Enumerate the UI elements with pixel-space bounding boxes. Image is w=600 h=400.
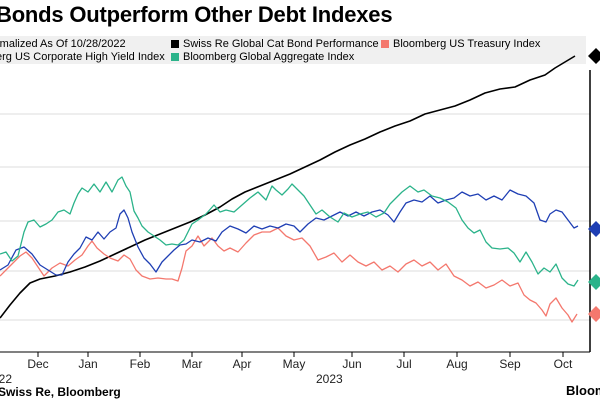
year-label: 2023 [316,372,343,386]
x-ticks: Dec Jan Feb Mar Apr May Jun Jul Aug Sep Oct 022 2023 [0,352,573,386]
legend-label: Bloomberg US Treasury Index [393,38,541,50]
x-tick-label: Jan [78,357,97,371]
legend-label: erg US Corporate High Yield Index [0,51,165,63]
brand-logo: Bloom [566,383,600,398]
x-tick-label: Aug [446,357,467,371]
x-tick-label: Dec [27,357,48,371]
marker-global-agg [588,274,600,290]
legend-label: rmalized As Of 10/28/2022 [0,38,126,50]
series-line [0,176,579,287]
legend-swatch [171,40,179,48]
legend-item-treasury: Bloomberg US Treasury Index [381,38,540,50]
x-tick-label: Apr [233,357,252,371]
series-line [0,189,579,276]
x-tick-label: May [283,357,306,371]
legend-label: Swiss Re Global Cat Bond Performance [183,38,379,50]
series-line [0,55,576,319]
x-tick-label: Feb [130,357,151,371]
marker-high-yield [588,221,600,237]
legend-label: Bloomberg Global Aggregate Index [183,51,355,63]
gridlines [0,113,590,321]
legend-swatch [171,53,179,61]
right-markers [588,48,600,322]
marker-treasury [588,306,600,322]
legend-item-global-agg: Bloomberg Global Aggregate Index [171,51,354,63]
source-footer: Swiss Re, Bloomberg [0,385,121,399]
x-tick-label: Mar [182,357,203,371]
legend-item-cat-bond: Swiss Re Global Cat Bond Performance [171,38,379,50]
series-lines [0,55,579,323]
x-tick-label: Oct [554,357,573,371]
marker-cat-bond [588,48,600,64]
year-label: 022 [0,372,12,386]
chart-title: Bonds Outperform Other Debt Indexes [0,2,393,27]
legend-item-normalized: rmalized As Of 10/28/2022 [0,38,126,50]
legend: rmalized As Of 10/28/2022 Swiss Re Globa… [0,36,586,64]
legend-swatch [381,40,389,48]
x-tick-label: Jun [342,357,361,371]
x-tick-label: Sep [499,357,521,371]
x-tick-label: Jul [396,357,411,371]
legend-item-high-yield: erg US Corporate High Yield Index [0,51,165,63]
series-line [0,227,578,323]
